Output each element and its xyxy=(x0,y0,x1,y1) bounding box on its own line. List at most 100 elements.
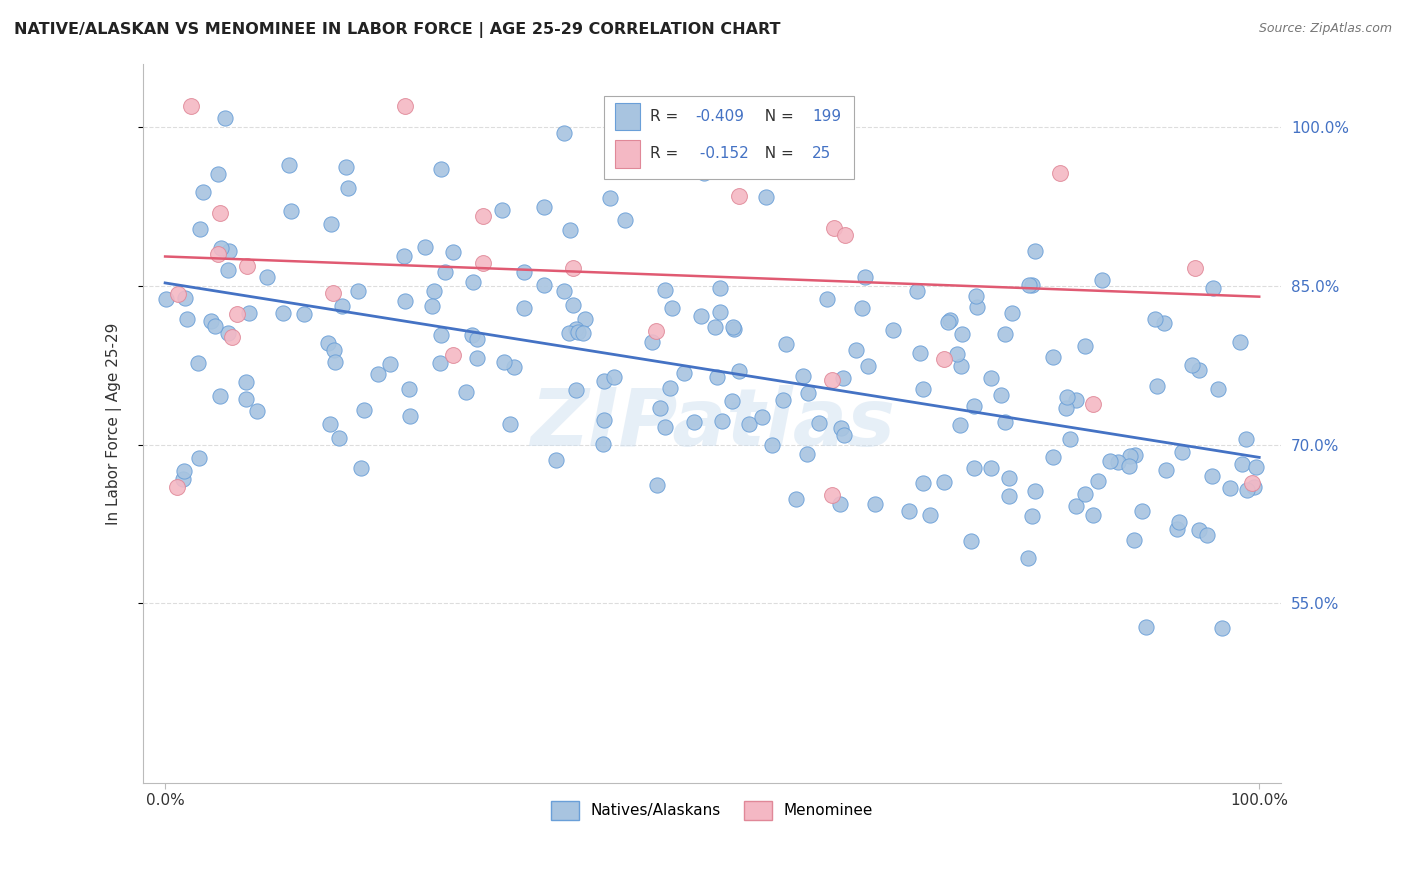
Point xyxy=(641,334,664,349)
Point xyxy=(711,414,734,428)
Point xyxy=(454,385,477,400)
Point xyxy=(738,417,761,432)
Point xyxy=(246,404,269,418)
Point xyxy=(1074,487,1097,501)
Point xyxy=(592,413,614,427)
Point xyxy=(853,270,876,285)
Point xyxy=(1123,448,1146,462)
Point xyxy=(821,488,844,502)
Text: 25: 25 xyxy=(813,146,831,161)
Point xyxy=(413,240,436,254)
Point xyxy=(321,217,343,231)
Point xyxy=(832,428,855,442)
Point xyxy=(174,291,197,305)
Point xyxy=(808,417,831,431)
Point xyxy=(932,475,955,490)
Point xyxy=(1001,306,1024,320)
Point xyxy=(322,286,344,301)
Text: -0.409: -0.409 xyxy=(695,109,744,124)
Point xyxy=(472,256,495,270)
Point xyxy=(963,461,986,475)
Point xyxy=(226,307,249,321)
Point xyxy=(271,305,294,319)
Point xyxy=(499,417,522,431)
Point xyxy=(155,292,177,306)
Text: N =: N = xyxy=(755,146,799,161)
Point xyxy=(565,383,588,397)
Point xyxy=(797,385,820,400)
Point xyxy=(188,222,211,236)
Point xyxy=(704,319,727,334)
Point xyxy=(394,249,416,263)
Point xyxy=(946,347,969,361)
Point xyxy=(1206,383,1229,397)
Point xyxy=(1211,621,1233,635)
Point xyxy=(565,322,588,336)
Point xyxy=(599,191,621,205)
Point xyxy=(513,265,536,279)
Point xyxy=(751,409,773,424)
Point xyxy=(908,346,931,360)
Point xyxy=(851,301,873,316)
Point xyxy=(1118,459,1140,474)
Point xyxy=(645,478,668,492)
Point xyxy=(709,281,731,295)
Point xyxy=(1241,476,1264,491)
Point xyxy=(834,228,856,243)
Point xyxy=(1081,397,1104,411)
Point xyxy=(1234,432,1257,446)
Point xyxy=(394,294,416,309)
Point xyxy=(994,327,1017,342)
Text: Source: ZipAtlas.com: Source: ZipAtlas.com xyxy=(1258,22,1392,36)
Point xyxy=(558,326,581,341)
Point xyxy=(367,368,389,382)
Point xyxy=(1049,166,1071,180)
Point xyxy=(533,200,555,214)
Point xyxy=(235,392,257,407)
Point xyxy=(654,420,676,434)
Point xyxy=(441,348,464,362)
Point xyxy=(830,497,852,511)
Point xyxy=(238,306,260,320)
Point xyxy=(398,409,420,424)
Point xyxy=(553,284,575,298)
Point xyxy=(217,263,239,277)
Point xyxy=(659,381,682,395)
Point xyxy=(207,167,229,181)
Text: 199: 199 xyxy=(813,109,841,124)
Point xyxy=(292,307,315,321)
Point xyxy=(690,310,713,324)
Point xyxy=(950,326,973,341)
Point xyxy=(513,301,536,316)
Point xyxy=(997,470,1019,484)
Point xyxy=(567,326,589,340)
Point xyxy=(673,366,696,380)
Point xyxy=(823,220,845,235)
Point xyxy=(433,265,456,279)
Point xyxy=(380,357,402,371)
Point xyxy=(728,188,751,202)
Point xyxy=(1135,620,1157,634)
Point xyxy=(574,312,596,326)
Bar xyxy=(616,140,641,168)
Point xyxy=(706,370,728,384)
Point xyxy=(572,326,595,341)
Point xyxy=(980,461,1002,475)
Point xyxy=(1230,457,1253,471)
Point xyxy=(1066,499,1088,513)
Point xyxy=(491,202,513,217)
Point xyxy=(502,359,524,374)
Point xyxy=(830,420,852,434)
Point xyxy=(1024,244,1046,258)
Point xyxy=(709,305,731,319)
Point xyxy=(1167,516,1189,530)
Point xyxy=(720,394,742,409)
Point xyxy=(845,343,868,358)
Point xyxy=(1154,463,1177,477)
Point xyxy=(1074,339,1097,353)
Point xyxy=(430,327,453,342)
Point xyxy=(593,374,616,388)
Point xyxy=(1236,483,1258,498)
Point xyxy=(960,533,983,548)
Point xyxy=(187,356,209,370)
